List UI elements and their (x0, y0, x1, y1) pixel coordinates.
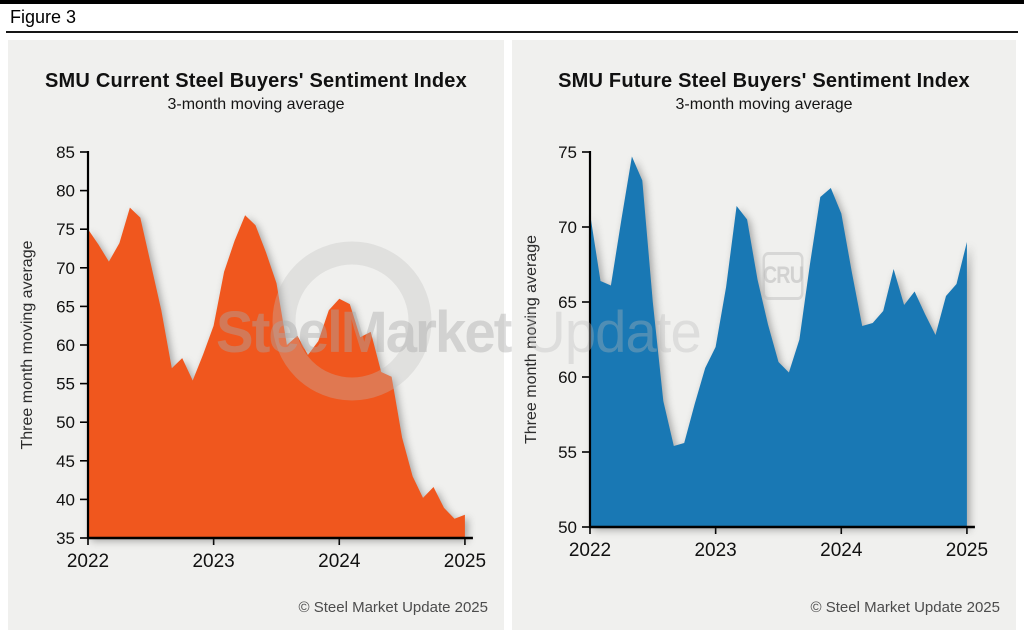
y-tick-label: 45 (56, 452, 75, 471)
copyright-note: © Steel Market Update 2025 (298, 599, 489, 616)
x-tick-label: 2023 (694, 540, 736, 561)
x-tick-label: 2024 (820, 540, 863, 561)
y-tick-label: 60 (56, 336, 75, 355)
x-tick-label: 2023 (192, 551, 234, 572)
y-tick-label: 50 (56, 413, 75, 432)
y-tick-label: 40 (56, 490, 75, 509)
y-tick-label: 70 (56, 259, 75, 278)
y-tick-label: 65 (56, 297, 75, 316)
area-series (590, 156, 967, 527)
y-tick-label: 35 (56, 529, 75, 548)
y-tick-label: 50 (558, 518, 577, 537)
current-sentiment-panel: 35 40 45 50 55 60 65 70 75 80 85 2022 2023 2024 2025 Th… (8, 40, 504, 630)
y-axis-label: Three month moving average (523, 235, 540, 444)
figure-label: Figure 3 (10, 7, 77, 27)
y-axis-label: Three month moving average (19, 240, 36, 449)
header-divider (6, 31, 1018, 33)
future-sentiment-panel: 50 55 60 65 70 75 2022 2023 2024 2025 Three month … (512, 40, 1016, 630)
x-tick-label: 2025 (444, 551, 486, 572)
y-tick-label: 75 (558, 143, 577, 162)
current-sentiment-chart: 35 40 45 50 55 60 65 70 75 80 85 2022 2023 2024 2025 Th… (19, 143, 486, 572)
future-sentiment-chart: 50 55 60 65 70 75 2022 2023 2024 2025 Three month … (523, 143, 988, 561)
x-tick-label: 2024 (318, 551, 361, 572)
y-tick-label: 70 (558, 218, 577, 237)
x-tick-label: 2025 (946, 540, 988, 561)
y-tick-label: 85 (56, 143, 75, 162)
chart-title-current: SMU Current Steel Buyers' Sentiment Inde… (45, 70, 467, 92)
area-series (88, 207, 465, 538)
y-tick-label: 80 (56, 182, 75, 201)
y-tick-label: 75 (56, 220, 75, 239)
chart-subtitle-current: 3-month moving average (167, 96, 345, 113)
y-tick-label: 55 (56, 375, 75, 394)
y-tick-label: 65 (558, 293, 577, 312)
chart-subtitle-future: 3-month moving average (675, 96, 853, 113)
top-black-bar (0, 0, 1024, 4)
chart-title-future: SMU Future Steel Buyers' Sentiment Index (558, 70, 970, 92)
copyright-note: © Steel Market Update 2025 (810, 599, 1001, 616)
y-tick-label: 55 (558, 443, 577, 462)
x-tick-label: 2022 (67, 551, 109, 572)
x-tick-label: 2022 (569, 540, 611, 561)
y-tick-label: 60 (558, 368, 577, 387)
